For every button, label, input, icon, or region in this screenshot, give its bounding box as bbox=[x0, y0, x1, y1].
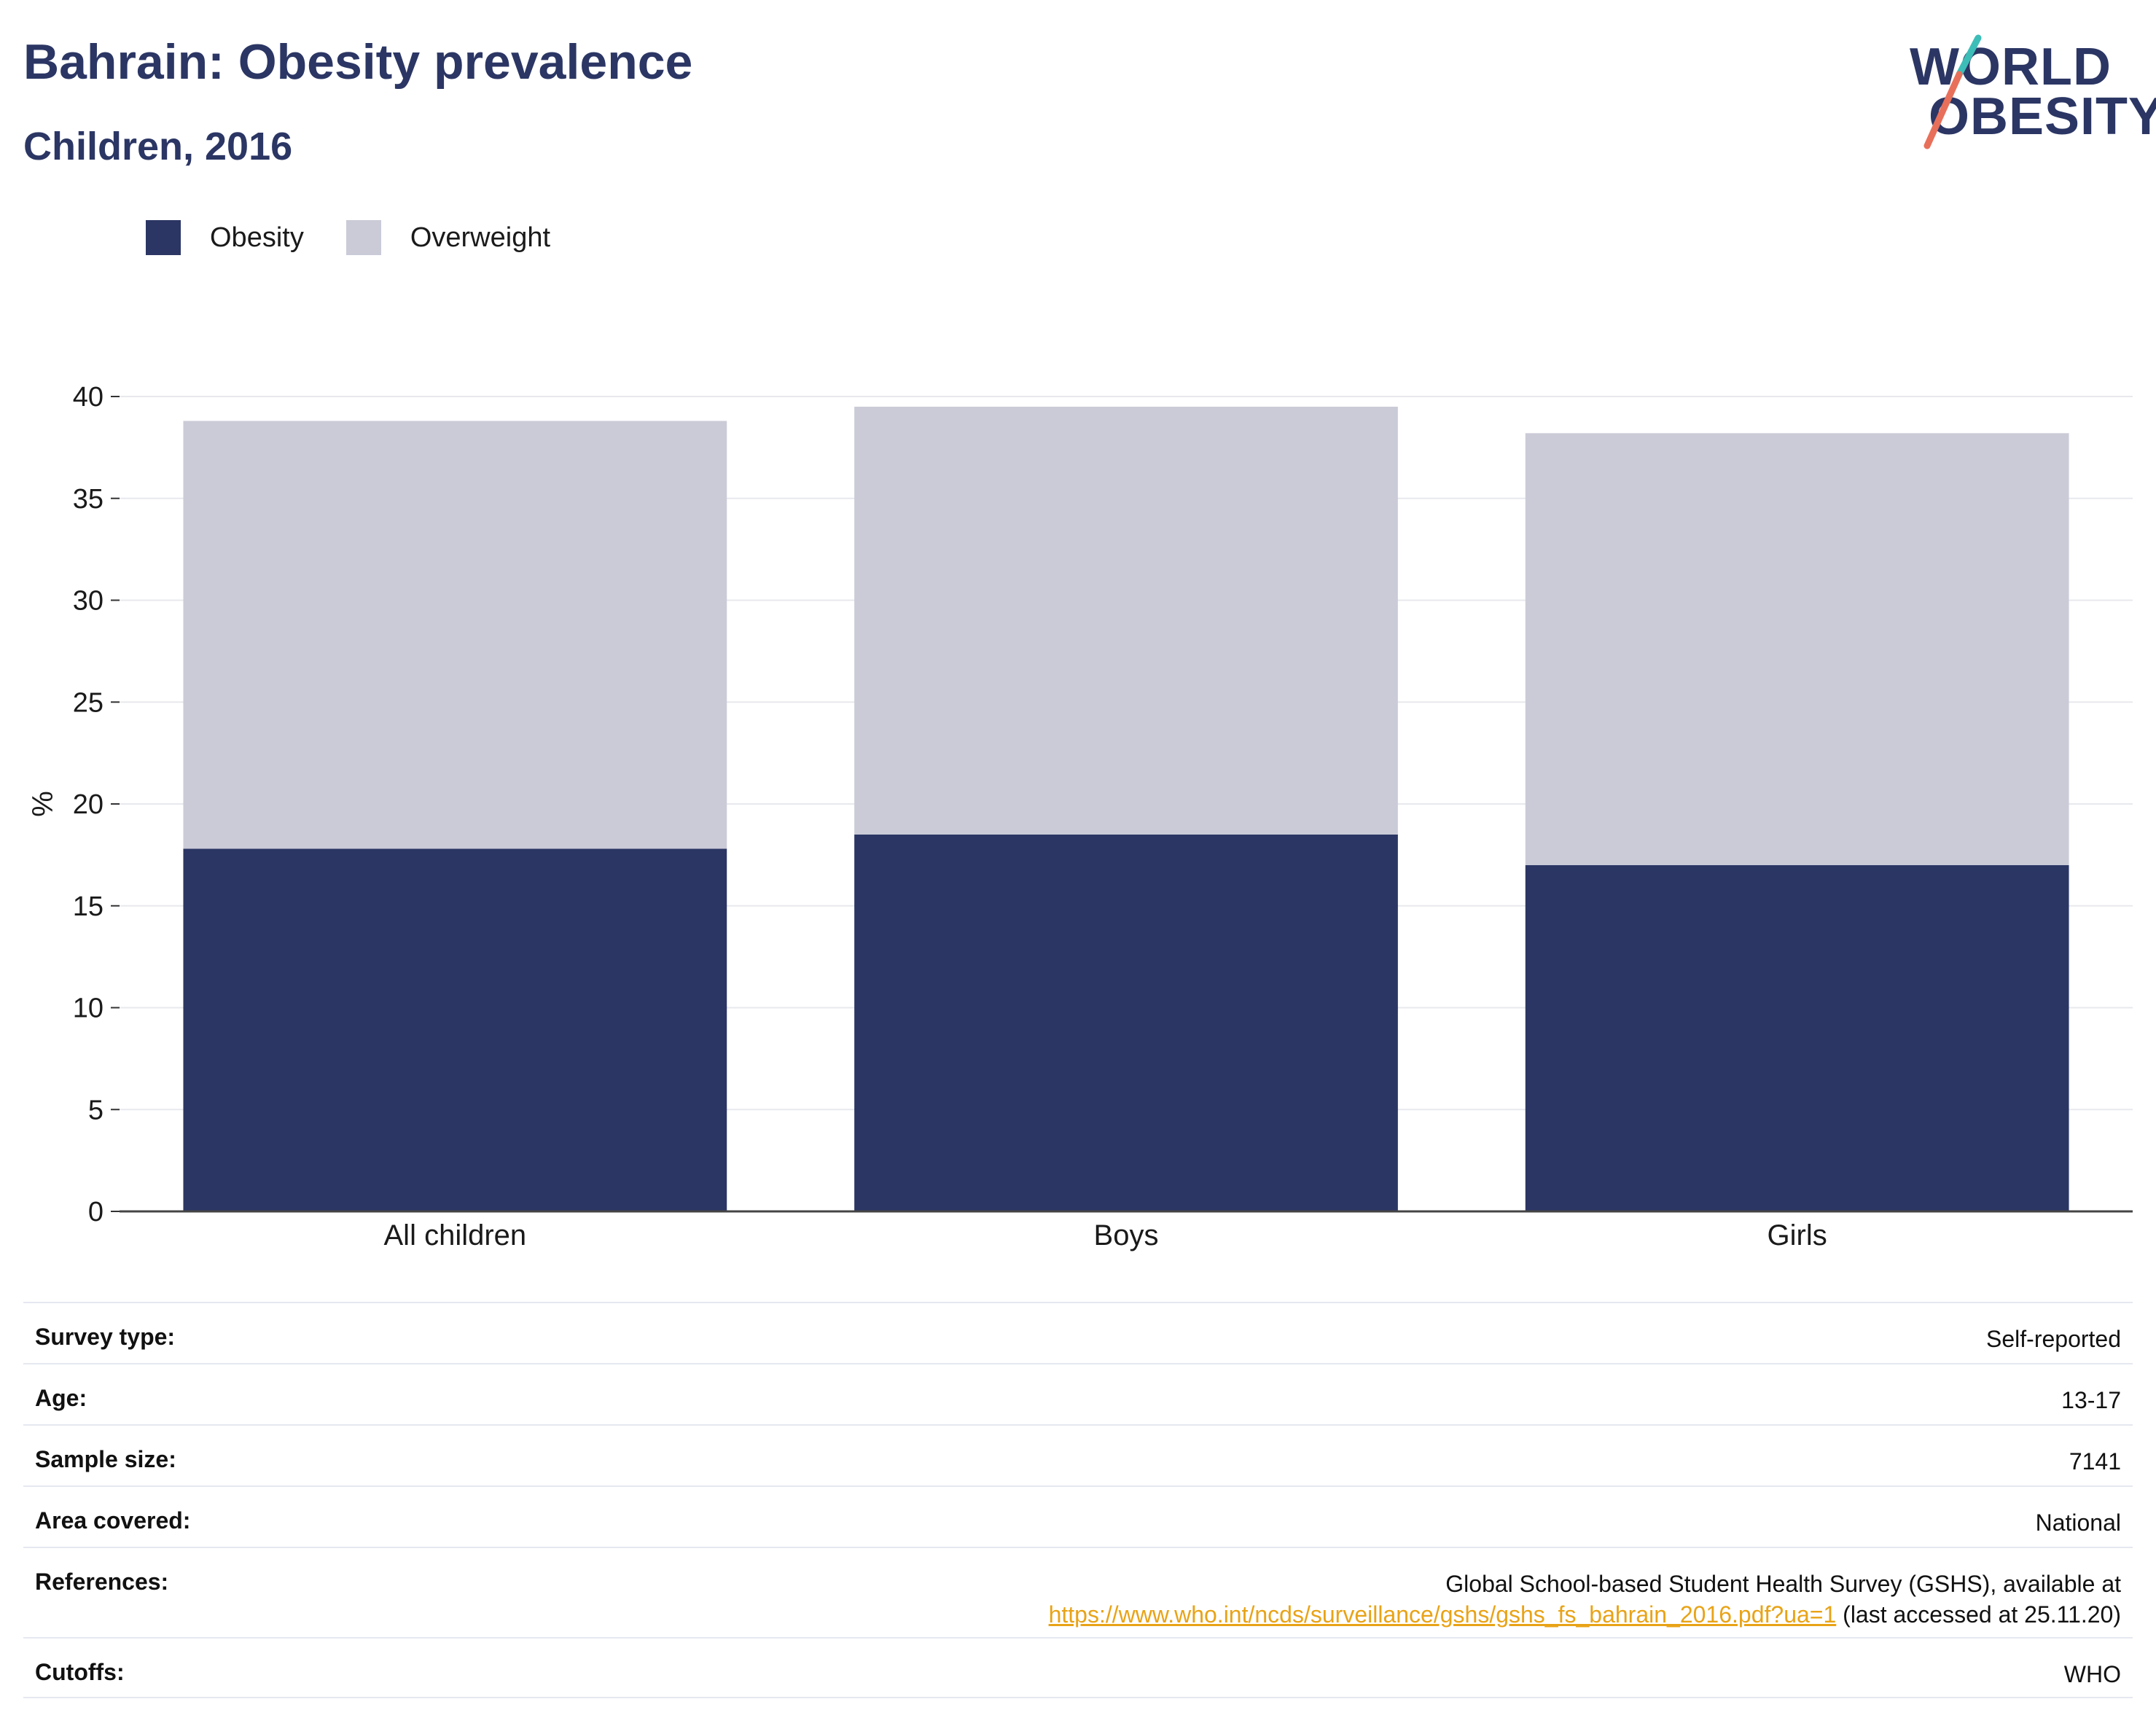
info-label-survey-type: Survey type: bbox=[35, 1324, 176, 1350]
world-obesity-logo: WORLD OBESITY bbox=[1895, 26, 2156, 157]
info-label-cutoffs: Cutoffs: bbox=[35, 1659, 125, 1685]
info-value-age: 13-17 bbox=[2061, 1387, 2121, 1413]
chart-title: Bahrain: Obesity prevalence bbox=[23, 34, 693, 90]
info-label-area-covered: Area covered: bbox=[35, 1507, 191, 1534]
info-value-area-covered: National bbox=[2035, 1510, 2121, 1536]
y-tick-label: 15 bbox=[73, 891, 103, 922]
bar-obesity-girls bbox=[1525, 864, 2069, 1211]
bar-overweight-boys bbox=[854, 406, 1398, 835]
info-label-references: References: bbox=[35, 1569, 169, 1595]
chart-legend: Obesity Overweight bbox=[146, 216, 593, 259]
y-axis-label: % bbox=[27, 791, 59, 817]
legend-item-overweight[interactable]: Overweight bbox=[345, 220, 551, 255]
chart-subtitle: Children, 2016 bbox=[23, 125, 293, 168]
stacked-bar-chart: 0 5 10 15 20 25 30 35 40% All children Boys Girls bbox=[27, 382, 2133, 1251]
legend-swatch-overweight bbox=[345, 220, 381, 255]
references-accessed: (last accessed at 25.11.20) bbox=[1836, 1601, 2121, 1628]
y-tick-label: 25 bbox=[73, 687, 103, 718]
info-row-survey-type: Survey type: Self-reported bbox=[23, 1302, 2133, 1363]
info-row-age: Age: 13-17 bbox=[23, 1363, 2133, 1424]
info-label-sample-size: Sample size: bbox=[35, 1446, 176, 1472]
x-tick-label: All children bbox=[384, 1219, 527, 1251]
info-value-survey-type: Self-reported bbox=[1986, 1326, 2121, 1352]
logo-slash-icon bbox=[1923, 34, 1982, 149]
legend-item-obesity[interactable]: Obesity bbox=[146, 220, 304, 255]
y-tick-label: 35 bbox=[73, 484, 103, 515]
y-tick-label: 10 bbox=[73, 993, 103, 1024]
info-label-age: Age: bbox=[35, 1385, 87, 1411]
bar-overweight-all-children bbox=[183, 421, 727, 849]
info-row-sample-size: Sample size: 7141 bbox=[23, 1424, 2133, 1485]
x-tick-label: Boys bbox=[1094, 1219, 1159, 1251]
info-row-area-covered: Area covered: National bbox=[23, 1485, 2133, 1547]
references-text: Global School-based Student Health Surve… bbox=[1445, 1571, 2121, 1597]
info-value-cutoffs: WHO bbox=[2063, 1661, 2121, 1687]
info-value-sample-size: 7141 bbox=[2069, 1448, 2121, 1475]
legend-label-obesity: Obesity bbox=[210, 222, 304, 253]
logo-line2: OBESITY bbox=[1929, 87, 2156, 146]
y-tick-label: 5 bbox=[88, 1095, 103, 1125]
legend-label-overweight: Overweight bbox=[410, 222, 551, 253]
references-link[interactable]: https://www.who.int/ncds/surveillance/gs… bbox=[1048, 1601, 1837, 1628]
y-tick-label: 40 bbox=[73, 382, 103, 413]
bar-obesity-all-children bbox=[183, 848, 727, 1211]
y-tick-label: 30 bbox=[73, 586, 103, 617]
x-tick-label: Girls bbox=[1768, 1219, 1827, 1251]
logo-line1: WORLD bbox=[1910, 38, 2112, 96]
y-tick-label: 20 bbox=[73, 789, 103, 820]
legend-swatch-obesity bbox=[146, 220, 181, 255]
bar-overweight-girls bbox=[1525, 433, 2069, 865]
info-value-references: Global School-based Student Health Surve… bbox=[1049, 1569, 2121, 1630]
info-row-references: References: Global School-based Student … bbox=[23, 1547, 2133, 1637]
survey-info-table: Survey type: Self-reported Age: 13-17 Sa… bbox=[23, 1302, 2133, 1698]
info-row-cutoffs: Cutoffs: WHO bbox=[23, 1637, 2133, 1698]
bar-obesity-boys bbox=[854, 834, 1398, 1211]
y-tick-label: 0 bbox=[88, 1197, 103, 1227]
